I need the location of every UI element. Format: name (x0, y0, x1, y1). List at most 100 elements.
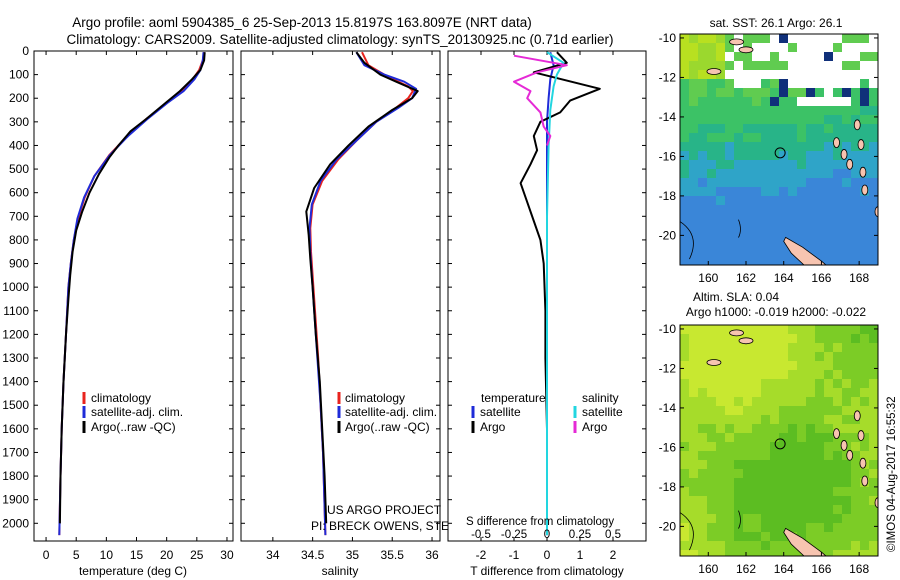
map-cell (725, 106, 734, 115)
map-cell (707, 379, 716, 388)
reef-outline (738, 510, 741, 529)
map-cell (680, 532, 689, 541)
map-cell (788, 550, 797, 556)
map-cell (698, 451, 707, 460)
map-cell (680, 343, 689, 352)
map-cell (743, 424, 752, 433)
map-cell (725, 532, 734, 541)
map-cell (851, 214, 860, 223)
map-cell (689, 79, 698, 88)
map-cell (716, 97, 725, 106)
map-cell (815, 343, 824, 352)
map-cell (806, 232, 815, 241)
map-cell (824, 88, 833, 97)
map-cell (752, 433, 761, 442)
map-cell (842, 43, 851, 52)
map-cell (788, 451, 797, 460)
map-cell (770, 88, 779, 97)
map-cell (770, 52, 779, 61)
map-cell (698, 334, 707, 343)
map-cell (716, 241, 725, 250)
map-cell (707, 52, 716, 61)
map-cell (824, 397, 833, 406)
map-cell (833, 451, 842, 460)
map-cell (860, 133, 869, 142)
map-cell (680, 106, 689, 115)
map-cell (680, 205, 689, 214)
map-cell (869, 43, 878, 52)
map-cell (842, 388, 851, 397)
map-cell (779, 70, 788, 79)
map-cell (788, 361, 797, 370)
map-cell (770, 514, 779, 523)
map-cell (698, 343, 707, 352)
map-cell (851, 469, 860, 478)
map-cell (833, 61, 842, 70)
map-x-tick-label: 162 (736, 271, 756, 285)
map-cell (689, 169, 698, 178)
sst-map: sat. SST: 26.1 Argo: 26.1 -10-12-14-16-1… (659, 16, 879, 285)
map-cell (734, 478, 743, 487)
map-cell (734, 70, 743, 79)
map-cell (680, 397, 689, 406)
map-cell (815, 115, 824, 124)
map-y-tick-label: -18 (659, 189, 677, 203)
map-cell (761, 550, 770, 556)
map-cell (680, 433, 689, 442)
map-cell (869, 523, 878, 532)
map-cell (869, 160, 878, 169)
map-cell (770, 259, 779, 265)
map-cell (860, 388, 869, 397)
map-cell (779, 478, 788, 487)
map-cell (698, 532, 707, 541)
map-cell (734, 61, 743, 70)
map-y-tick-label: -12 (659, 361, 677, 375)
map-cell (833, 388, 842, 397)
map-cell (770, 106, 779, 115)
map-cell (725, 541, 734, 550)
depth-tick-label: 1100 (3, 304, 29, 318)
map-cell (833, 106, 842, 115)
map-cell (788, 496, 797, 505)
map-y-tick-label: -20 (659, 519, 677, 533)
map-cell (752, 34, 761, 43)
x-tick-label: 35.5 (381, 548, 405, 562)
map-cell (851, 205, 860, 214)
map-cell (698, 43, 707, 52)
map-cell (761, 232, 770, 241)
map-cell (734, 370, 743, 379)
map-cell (833, 151, 842, 160)
map-cell (833, 514, 842, 523)
map-cell (752, 115, 761, 124)
map-cell (788, 133, 797, 142)
map-cell (824, 133, 833, 142)
island-vanuatu (833, 137, 840, 148)
map-cell (860, 532, 869, 541)
map-cell (779, 505, 788, 514)
map-cell (680, 70, 689, 79)
map-cell (842, 478, 851, 487)
map-cell (797, 124, 806, 133)
map-cell (833, 70, 842, 79)
map-cell (815, 388, 824, 397)
map-cell (743, 223, 752, 232)
map-cell (680, 352, 689, 361)
map-cell (806, 106, 815, 115)
sla-map: Altim. SLA: 0.04 Argo h1000: -0.019 h200… (659, 290, 879, 576)
map-cell (743, 169, 752, 178)
map-cell (806, 196, 815, 205)
map-cell (734, 379, 743, 388)
map-cell (797, 88, 806, 97)
map-cell (869, 487, 878, 496)
map-cell (860, 97, 869, 106)
map-cell (833, 196, 842, 205)
map-cell (752, 61, 761, 70)
map-cell (797, 532, 806, 541)
map-cell (806, 52, 815, 61)
map-cell (842, 241, 851, 250)
map-cell (806, 442, 815, 451)
map-cell (788, 370, 797, 379)
map-cell (725, 43, 734, 52)
map-cell (689, 550, 698, 556)
s-diff-tick-label: 0.25 (569, 529, 591, 541)
